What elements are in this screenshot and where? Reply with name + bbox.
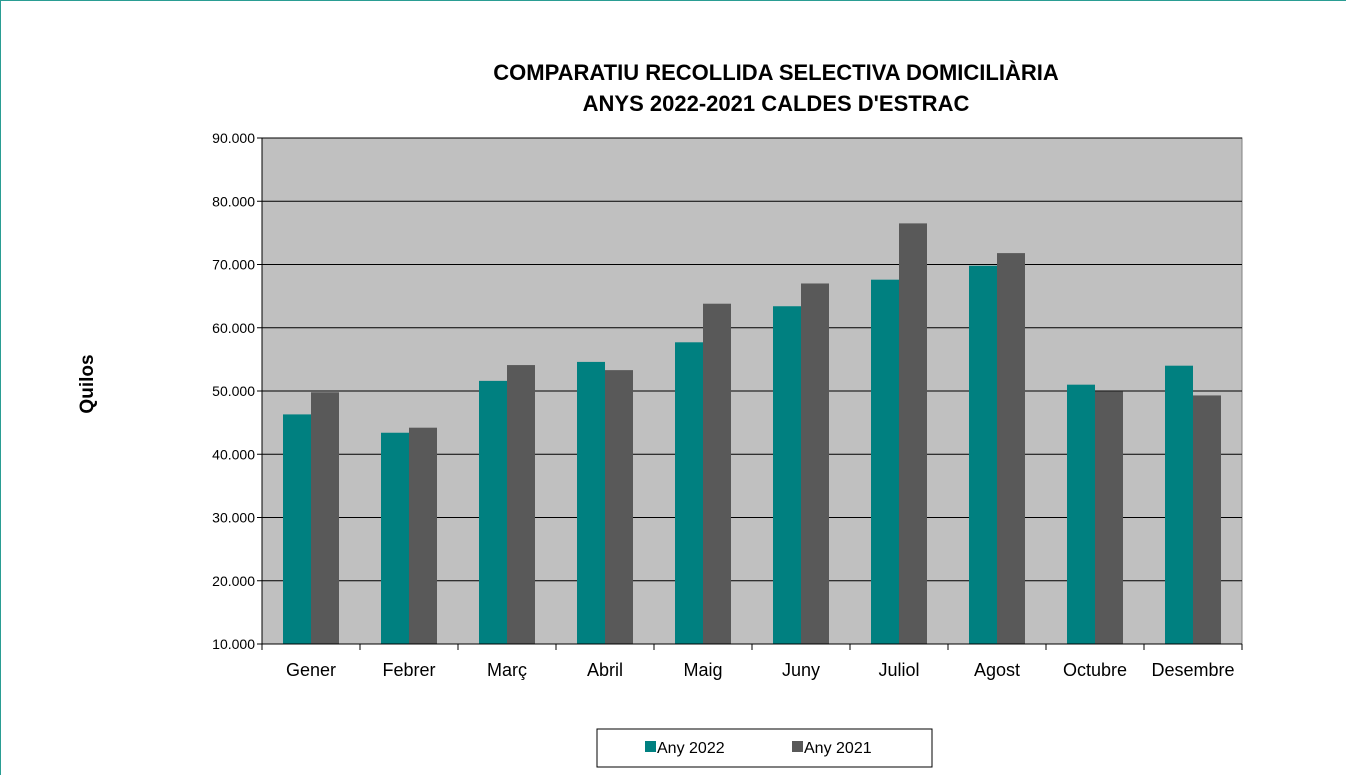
bars: [283, 223, 1221, 645]
x-tick-label: Agost: [974, 660, 1020, 680]
bar-any-2021-juliol: [899, 223, 927, 644]
y-tick-label: 80.000: [212, 193, 255, 209]
y-tick-labels: 10.000 20.000 30.000 40.000 50.000 60.000 70.0…: [212, 130, 255, 652]
bar-any-2021-gener: [311, 392, 339, 644]
legend-swatch-any-2022: [645, 741, 656, 752]
y-tick-label: 50.000: [212, 383, 255, 399]
bar-any-2021-octubre: [1095, 391, 1123, 644]
x-tick-label: Febrer: [382, 660, 435, 680]
y-tick-label: 90.000: [212, 130, 255, 146]
bar-any-2021-maig: [703, 303, 731, 644]
bar-any-2021-agost: [997, 253, 1025, 645]
y-tick-label: 30.000: [212, 510, 255, 526]
legend-label-any-2022: Any 2022: [657, 740, 725, 757]
x-tick-labels: Gener Febrer Març Abril Maig Juny Juliol Agost O…: [286, 660, 1235, 680]
legend: Any 2022 Any 2021: [596, 728, 933, 768]
x-tick-label: Maig: [683, 660, 722, 680]
chart-subtitle: ANYS 2022-2021 CALDES D'ESTRAC: [583, 91, 970, 116]
y-tick-label: 70.000: [212, 257, 255, 273]
bar-any-2021-abril: [605, 370, 633, 644]
y-tick-label: 20.000: [212, 573, 255, 589]
bar-any-2022-agost: [969, 265, 997, 644]
x-tick-label: Juny: [782, 660, 820, 680]
bar-any-2022-maig: [675, 342, 703, 644]
bar-any-2021-març: [507, 365, 535, 644]
bar-any-2021-febrer: [409, 427, 437, 644]
x-tick-label: Desembre: [1151, 660, 1234, 680]
x-tick-label: Abril: [587, 660, 623, 680]
x-tick-label: Juliol: [878, 660, 919, 680]
x-tick-label: Octubre: [1063, 660, 1127, 680]
axes: [257, 137, 1243, 650]
legend-swatch-any-2021: [792, 741, 803, 752]
bar-any-2022-gener: [283, 414, 311, 644]
bar-any-2022-abril: [577, 361, 605, 644]
y-axis-label: Quilos: [77, 354, 98, 413]
chart-title: COMPARATIU RECOLLIDA SELECTIVA DOMICILIÀ…: [493, 60, 1059, 85]
x-tick-label: Gener: [286, 660, 336, 680]
legend-label-any-2021: Any 2021: [804, 740, 872, 757]
bar-any-2022-febrer: [381, 432, 409, 644]
bar-any-2022-març: [479, 380, 507, 644]
bar-any-2022-juliol: [871, 279, 899, 644]
bar-any-2021-desembre: [1193, 395, 1221, 644]
y-tick-label: 60.000: [212, 320, 255, 336]
bar-any-2022-juny: [773, 306, 801, 644]
bar-any-2022-octubre: [1067, 384, 1095, 644]
bar-any-2022-desembre: [1165, 365, 1193, 644]
x-tick-label: Març: [487, 660, 527, 680]
y-tick-label: 40.000: [212, 446, 255, 462]
y-tick-label: 10.000: [212, 636, 255, 652]
bar-any-2021-juny: [801, 283, 829, 644]
